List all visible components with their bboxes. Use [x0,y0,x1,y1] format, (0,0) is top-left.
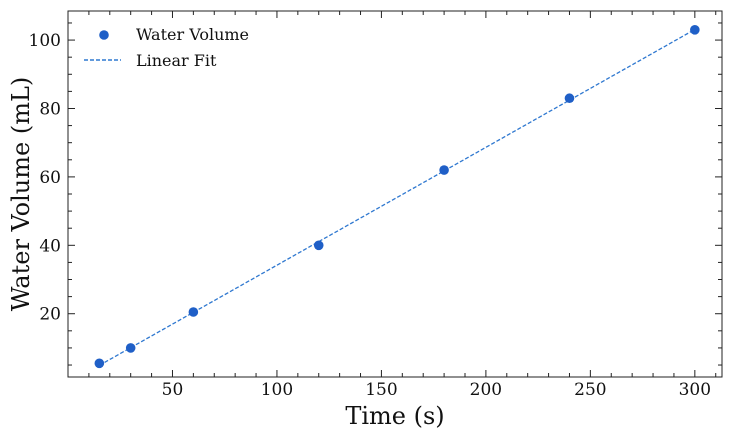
x-axis-label: Time (s) [345,402,444,430]
x-tick-label: 50 [162,380,184,400]
y-tick-label: 100 [29,31,61,51]
water-volume-point [94,358,105,369]
y-axis-label: Water Volume (mL) [7,77,35,312]
legend-label-linear-fit: Linear Fit [136,51,217,70]
x-tick-label: 150 [365,380,397,400]
x-tick-label: 300 [679,380,711,400]
y-ticks-group: 20 40 60 80 100 [29,22,722,366]
water-volume-point [439,165,449,175]
water-volume-point [690,25,700,35]
x-ticks-group: 50 100 150 200 250 300 [88,11,717,400]
water-volume-point [313,240,324,251]
y-tick-label: 40 [39,236,61,256]
x-tick-label: 200 [470,380,502,400]
linear-fit-line [99,28,696,366]
series-group [94,25,700,369]
x-tick-label: 250 [574,380,606,400]
water-volume-point [125,343,136,353]
x-tick-label: 100 [261,380,293,400]
legend: Water Volume Linear Fit [84,25,249,70]
legend-label-water-volume: Water Volume [136,25,249,44]
y-tick-label: 80 [39,99,61,119]
legend-marker-water-volume [99,30,109,40]
water-volume-point [564,93,575,104]
water-volume-point [188,307,199,317]
y-tick-label: 20 [39,305,61,325]
y-tick-label: 60 [39,168,61,188]
